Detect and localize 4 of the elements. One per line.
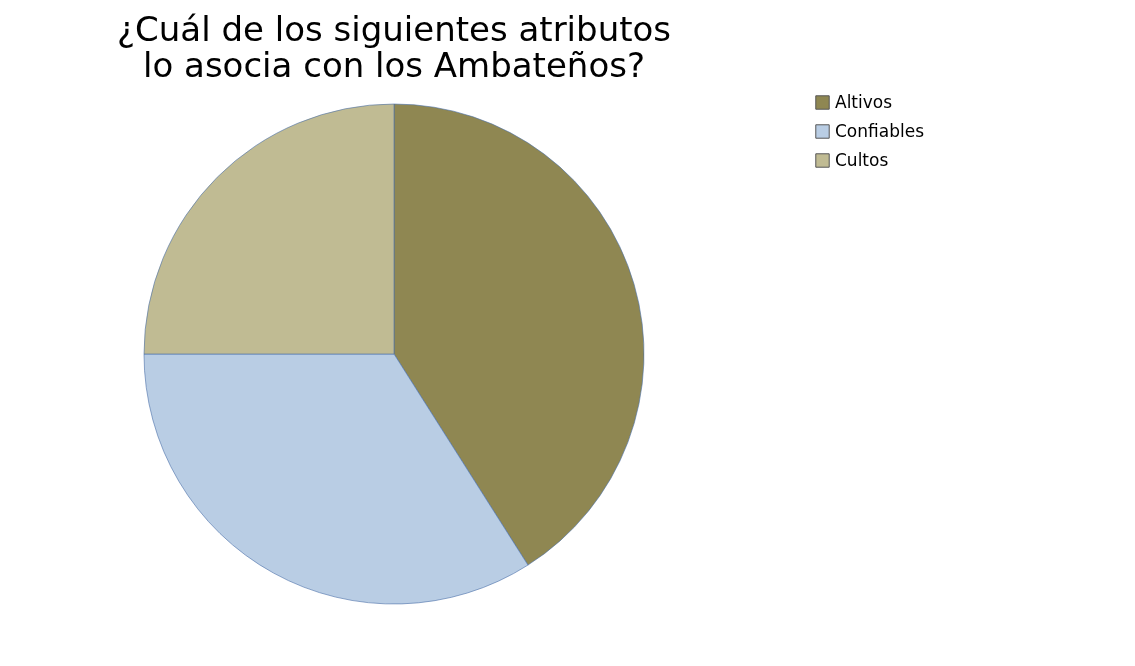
- legend-label: Confiables: [835, 120, 925, 141]
- chart-title: ¿Cuál de los siguientes atributos lo asocia con los Ambateños?: [116, 9, 672, 85]
- legend-label: Altivos: [835, 91, 893, 112]
- legend-label: Cultos: [835, 149, 889, 170]
